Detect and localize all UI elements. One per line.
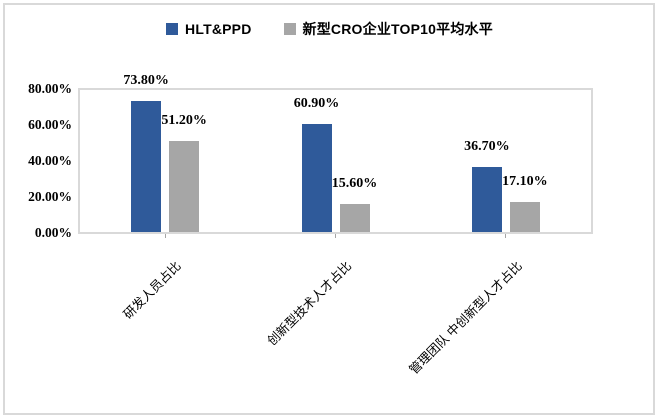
- bar-series2-cat3[interactable]: [509, 201, 540, 232]
- legend-item-hlt-ppd[interactable]: HLT&PPD: [166, 21, 251, 37]
- plot-area: 73.80% 51.20% 60.90% 15.60% 36.70% 17.10%: [78, 73, 593, 234]
- bar-series1-cat1[interactable]: [131, 101, 162, 232]
- category-label-1: 研发人员占比: [120, 258, 184, 322]
- y-axis-tick-label: 80.00%: [28, 81, 72, 96]
- y-axis-tick-label: 0.00%: [34, 225, 72, 240]
- bar-series1-cat2[interactable]: [301, 123, 332, 232]
- legend: HLT&PPD 新型CRO企业TOP10平均水平: [0, 19, 659, 39]
- data-label-series2-cat2: 15.60%: [331, 176, 378, 192]
- bar-series1-cat3[interactable]: [471, 166, 502, 232]
- data-label-series1-cat1: 73.80%: [123, 73, 169, 89]
- category-label-3: 管理团队 中创新型人才占比: [406, 258, 525, 378]
- data-label-series2-cat1: 51.20%: [161, 113, 207, 129]
- bar-series2-cat1[interactable]: [169, 141, 200, 232]
- x-axis-tick-mark: [505, 234, 507, 238]
- data-label-series2-cat3: 17.10%: [502, 173, 548, 189]
- legend-item-cro-top10[interactable]: 新型CRO企业TOP10平均水平: [283, 19, 493, 39]
- y-axis-tick-label: 40.00%: [28, 153, 72, 168]
- y-axis-tick-label: 60.00%: [28, 117, 72, 132]
- legend-label-cro-top10: 新型CRO企业TOP10平均水平: [302, 21, 493, 37]
- bar-series2-cat2[interactable]: [339, 204, 370, 232]
- legend-swatch-gray-icon: [283, 23, 296, 35]
- category-label-2: 创新型技术人才占比: [264, 258, 355, 349]
- y-axis-tick-label: 20.00%: [28, 189, 72, 204]
- data-label-series1-cat2: 60.90%: [293, 95, 340, 111]
- legend-label-hlt-ppd: HLT&PPD: [185, 21, 252, 37]
- data-label-series1-cat3: 36.70%: [464, 138, 510, 154]
- legend-swatch-blue-icon: [166, 23, 179, 35]
- x-axis-tick-mark: [335, 234, 336, 238]
- x-axis-tick-mark: [164, 234, 166, 238]
